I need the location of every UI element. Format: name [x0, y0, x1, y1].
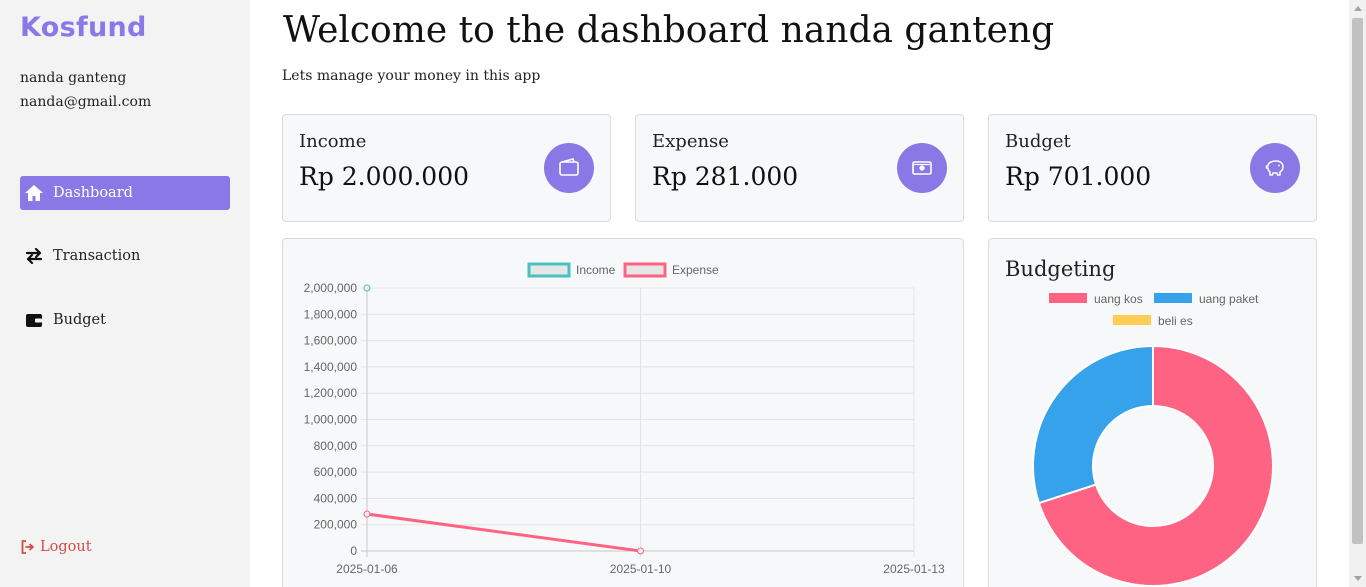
y-tick-label: 0: [350, 544, 357, 558]
legend-swatch: [1049, 293, 1087, 303]
series-line-expense: [366, 512, 641, 553]
scrollbar-thumb[interactable]: [1352, 18, 1363, 544]
y-tick-label: 1,400,000: [304, 360, 358, 374]
legend-label: beli es: [1158, 314, 1193, 328]
y-tick-label: 1,800,000: [304, 307, 358, 321]
y-tick-label: 200,000: [314, 518, 358, 532]
income-icon-badge: [544, 143, 594, 193]
piggy-bank-icon: [1265, 160, 1284, 176]
x-tick-label: 2025-01-06: [336, 562, 398, 576]
chevron-down-icon: [1353, 576, 1362, 581]
nav-item-label: Transaction: [53, 248, 141, 264]
y-tick-label: 1,200,000: [304, 386, 358, 400]
logout-button[interactable]: Logout: [20, 539, 92, 555]
nav-item-label: Dashboard: [53, 185, 133, 201]
doughnut-slice-uang-kos: [1037, 344, 1274, 587]
legend-label: Expense: [672, 263, 719, 277]
y-tick-label: 2,000,000: [304, 281, 358, 295]
x-tick-label: 2025-01-10: [610, 562, 672, 576]
nav-item-label: Budget: [53, 312, 106, 328]
expense-icon-badge: [897, 143, 947, 193]
cash-icon: [912, 161, 932, 175]
page-title: Welcome to the dashboard nanda ganteng: [283, 10, 1055, 51]
y-tick-label: 800,000: [314, 439, 358, 453]
income-card: Income Rp 2.000.000: [282, 114, 611, 222]
data-point-income: [363, 284, 371, 292]
y-tick-label: 600,000: [314, 465, 358, 479]
legend-swatch: [623, 262, 667, 278]
arrows-exchange-icon: [25, 247, 43, 265]
wallet-icon: [26, 314, 42, 327]
data-point-expense: [363, 510, 371, 518]
scroll-up-arrow[interactable]: [1349, 0, 1366, 17]
logout-icon: [21, 540, 34, 554]
logout-label: Logout: [40, 539, 92, 555]
y-tick-label: 1,000,000: [304, 413, 358, 427]
y-tick-label: 1,600,000: [304, 334, 358, 348]
legend-swatch: [1113, 315, 1151, 325]
expense-label: Expense: [652, 131, 729, 152]
home-icon: [25, 185, 43, 201]
budget-icon-badge: [1250, 143, 1300, 193]
user-email: nanda@gmail.com: [20, 94, 152, 110]
page-subtitle: Lets manage your money in this app: [282, 68, 541, 84]
legend-label: uang kos: [1094, 292, 1143, 306]
doughnut-slice-uang-paket: [1032, 344, 1154, 505]
legend-label: Income: [576, 263, 616, 277]
y-tick-label: 400,000: [314, 491, 358, 505]
income-label: Income: [299, 131, 367, 152]
wallet-icon: [559, 158, 579, 176]
budget-card: Budget Rp 701.000: [988, 114, 1317, 222]
scroll-down-arrow[interactable]: [1349, 570, 1366, 587]
legend-swatch: [1154, 293, 1192, 303]
x-tick-label: 2025-01-13: [883, 562, 945, 576]
budgeting-doughnut-chart: uang kos uang paket beli es: [1032, 292, 1274, 587]
budgeting-title: Budgeting: [1005, 257, 1116, 281]
transactions-chart-card: 0 200,000 400,000 600,000 800,000 1,000,000 1,…: [282, 238, 964, 587]
nav-item-transaction[interactable]: Transaction: [20, 239, 230, 273]
app-logo[interactable]: Kosfund: [20, 12, 147, 43]
sidebar: Kosfund nanda ganteng nanda@gmail.com Da…: [0, 0, 250, 587]
expense-value: Rp 281.000: [652, 162, 799, 191]
budgeting-card: Budgeting uang kos uang paket beli es: [988, 238, 1317, 587]
budget-value: Rp 701.000: [1005, 162, 1152, 191]
legend-swatch: [527, 262, 571, 278]
income-value: Rp 2.000.000: [299, 162, 470, 191]
expense-card: Expense Rp 281.000: [635, 114, 964, 222]
user-name: nanda ganteng: [20, 70, 127, 86]
nav-item-dashboard[interactable]: Dashboard: [20, 176, 230, 210]
transactions-line-chart: 0 200,000 400,000 600,000 800,000 1,000,000 1,…: [304, 262, 945, 576]
data-point-expense: [637, 547, 644, 555]
nav-item-budget[interactable]: Budget: [20, 303, 230, 337]
legend-label: uang paket: [1199, 292, 1259, 306]
chevron-up-icon: [1353, 6, 1362, 11]
budget-label: Budget: [1005, 131, 1071, 152]
